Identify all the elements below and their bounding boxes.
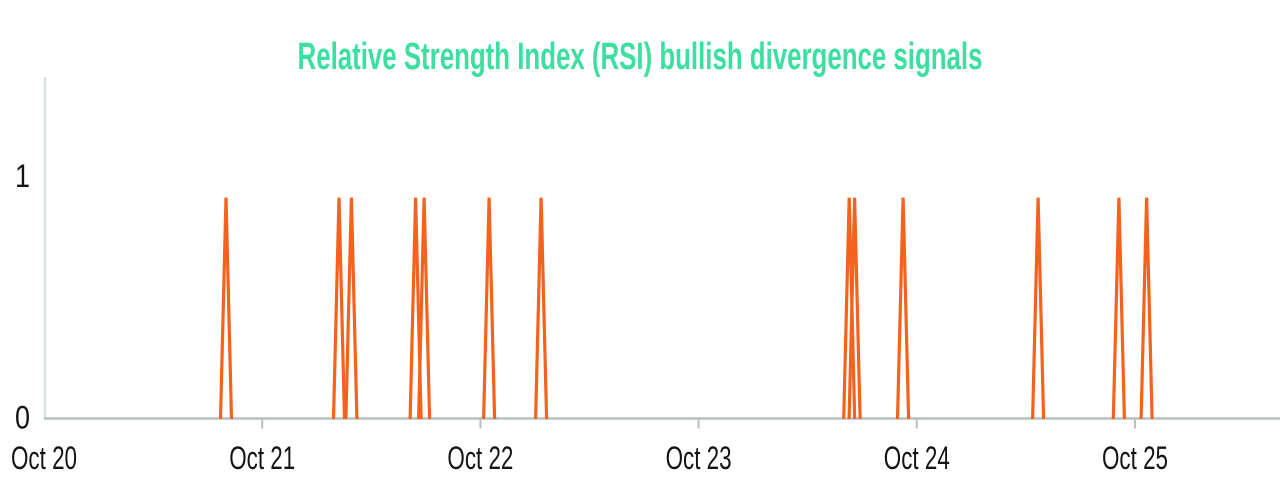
signal-spike: [1139, 197, 1154, 420]
signal-spike: [847, 197, 862, 420]
signal-spike: [482, 197, 497, 420]
signal-spike: [218, 197, 234, 420]
x-tick-label: Oct 22: [447, 440, 513, 476]
signal-spike: [1111, 197, 1126, 420]
x-tick-label: Oct 20: [11, 440, 77, 476]
chart-title: Relative Strength Index (RSI) bullish di…: [297, 36, 983, 78]
signal-spike: [344, 197, 359, 420]
x-tick-label: Oct 23: [666, 440, 732, 476]
signal-spike: [331, 197, 347, 420]
signal-spike: [1031, 197, 1046, 420]
x-tick-label: Oct 21: [229, 440, 295, 476]
signal-spike: [842, 197, 857, 420]
y-tick-label: 1: [15, 158, 30, 194]
x-tick-label: Oct 25: [1102, 440, 1168, 476]
signal-spike: [895, 197, 911, 420]
x-tick-label: Oct 24: [884, 440, 950, 476]
signal-spike: [534, 197, 549, 420]
y-tick-label: 0: [15, 400, 30, 436]
signal-spike: [417, 197, 432, 420]
